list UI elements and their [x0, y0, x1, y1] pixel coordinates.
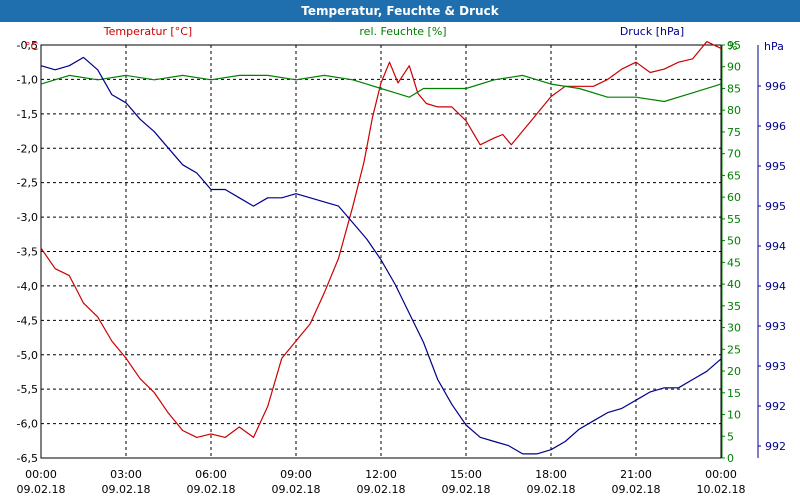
pressure-tick-label: 992: [765, 400, 786, 413]
humidity-tick-label: 55: [727, 213, 741, 226]
pressure-tick-label: 996: [765, 80, 786, 93]
x-tick-time: 00:00: [705, 468, 737, 481]
humidity-tick-label: 95: [727, 39, 741, 52]
temperature-unit-label: °C: [25, 40, 39, 53]
x-tick-date: 09.02.18: [102, 483, 151, 496]
humidity-tick-label: 80: [727, 104, 741, 117]
humidity-tick-label: 35: [727, 300, 741, 313]
x-tick-date: 09.02.18: [612, 483, 661, 496]
pressure-tick-label: 994: [765, 280, 786, 293]
humidity-tick-label: 25: [727, 343, 741, 356]
x-tick-date: 09.02.18: [17, 483, 66, 496]
humidity-tick-label: 10: [727, 409, 741, 422]
pressure-tick-label: 995: [765, 200, 786, 213]
temperature-tick-label: -4,0: [17, 280, 38, 293]
pressure-tick-label: 993: [765, 320, 786, 333]
x-tick-time: 15:00: [450, 468, 482, 481]
temperature-tick-label: -2,0: [17, 142, 38, 155]
temperature-tick-label: -3,0: [17, 211, 38, 224]
series-line-pressure: [40, 56, 722, 455]
humidity-tick-label: 15: [727, 387, 741, 400]
humidity-tick-label: 65: [727, 169, 741, 182]
x-tick-time: 06:00: [195, 468, 227, 481]
x-tick-time: 12:00: [365, 468, 397, 481]
x-tick-date: 09.02.18: [187, 483, 236, 496]
pressure-tick-label: 992: [765, 440, 786, 453]
humidity-tick-label: 90: [727, 61, 741, 74]
humidity-tick-label: 5: [727, 430, 734, 443]
temperature-tick-label: -2,5: [17, 177, 38, 190]
humidity-tick-label: 60: [727, 191, 741, 204]
temperature-tick-label: -1,0: [17, 73, 38, 86]
x-tick-time: 09:00: [280, 468, 312, 481]
x-tick-time: 18:00: [535, 468, 567, 481]
x-tick-time: 21:00: [620, 468, 652, 481]
humidity-tick-label: 50: [727, 235, 741, 248]
temperature-tick-label: -1,5: [17, 108, 38, 121]
humidity-tick-label: 0: [727, 452, 734, 465]
temperature-tick-label: -5,5: [17, 383, 38, 396]
temperature-tick-label: -4,5: [17, 314, 38, 327]
pressure-tick-label: 994: [765, 240, 786, 253]
humidity-axis-title: rel. Feuchte [%]: [359, 25, 446, 38]
pressure-tick-label: 995: [765, 160, 786, 173]
temperature-tick-label: -6,0: [17, 418, 38, 431]
humidity-tick-label: 70: [727, 148, 741, 161]
x-tick-date: 09.02.18: [527, 483, 576, 496]
temperature-axis-title: Temperatur [°C]: [103, 25, 192, 38]
humidity-unit-label: %: [727, 40, 737, 53]
x-tick-date: 09.02.18: [442, 483, 491, 496]
pressure-axis-title: Druck [hPa]: [620, 25, 684, 38]
temperature-tick-label: -5,0: [17, 349, 38, 362]
humidity-tick-label: 40: [727, 278, 741, 291]
humidity-tick-label: 75: [727, 126, 741, 139]
x-tick-time: 00:00: [25, 468, 57, 481]
humidity-tick-label: 85: [727, 82, 741, 95]
pressure-unit-label: hPa: [764, 40, 784, 53]
humidity-tick-label: 30: [727, 322, 741, 335]
pressure-tick-label: 993: [765, 360, 786, 373]
temperature-tick-label: -6,5: [17, 452, 38, 465]
x-tick-date: 10.02.18: [697, 483, 746, 496]
series-line-humidity: [40, 74, 722, 103]
temperature-tick-label: -3,5: [17, 246, 38, 259]
x-tick-date: 09.02.18: [357, 483, 406, 496]
series-line-temperature: [40, 40, 722, 438]
humidity-tick-label: 20: [727, 365, 741, 378]
humidity-tick-label: 45: [727, 256, 741, 269]
x-tick-time: 03:00: [110, 468, 142, 481]
chart-title: Temperatur, Feuchte & Druck: [0, 0, 800, 22]
pressure-tick-label: 996: [765, 120, 786, 133]
temperature-tick-label: -0,5: [17, 39, 38, 52]
x-tick-date: 09.02.18: [272, 483, 321, 496]
